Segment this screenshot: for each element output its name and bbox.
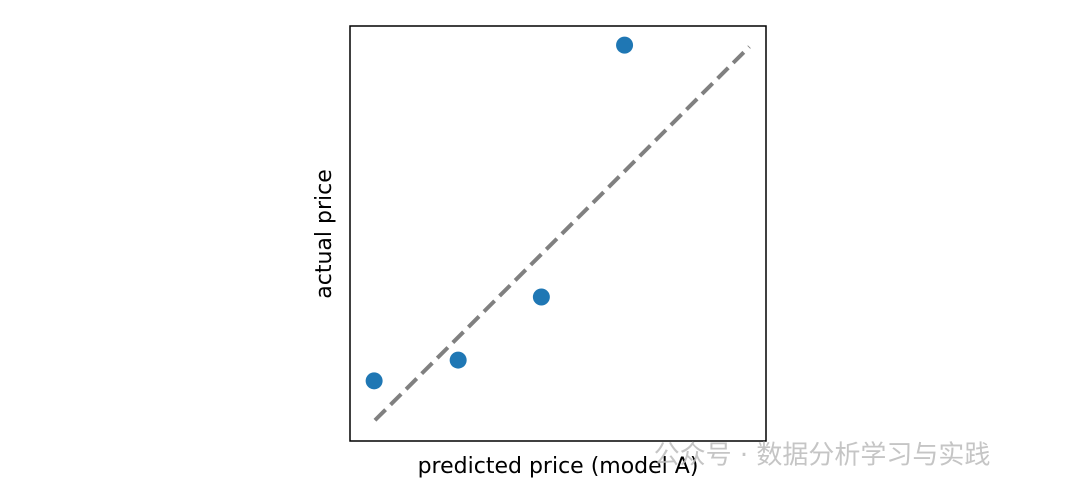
- reference-line: [373, 45, 751, 422]
- scatter-point: [616, 36, 634, 54]
- scatter-point: [365, 372, 383, 390]
- plot-frame: [349, 25, 767, 442]
- scatter-point: [449, 351, 467, 369]
- plot-area: [365, 36, 751, 422]
- x-axis-label: predicted price (model A): [418, 454, 699, 479]
- watermark: 公众号 · 数据分析学习与实践: [654, 441, 991, 471]
- y-axis-label: actual price: [312, 169, 337, 299]
- scatter-point: [532, 288, 550, 306]
